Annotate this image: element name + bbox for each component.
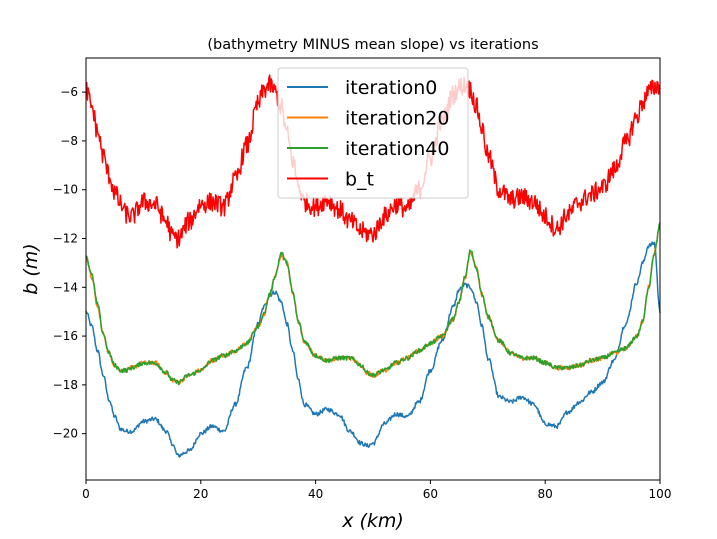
series-line-iteration0 xyxy=(85,241,661,458)
y-tick-label: −18 xyxy=(53,378,78,392)
x-tick-label: 40 xyxy=(308,487,323,501)
x-tick-label: 60 xyxy=(423,487,438,501)
x-axis-label: x (km) xyxy=(341,510,404,532)
y-tick-label: −14 xyxy=(53,280,78,294)
y-tick-label: −12 xyxy=(53,232,78,246)
legend-label-b_t: b_t xyxy=(345,169,374,191)
x-tick-label: 80 xyxy=(538,487,553,501)
legend-label-iteration40: iteration40 xyxy=(345,138,449,160)
chart-title: (bathymetry MINUS mean slope) vs iterati… xyxy=(207,37,538,53)
series-line-b_t xyxy=(85,74,661,249)
y-tick-label: −10 xyxy=(53,183,78,197)
y-axis-label: b (m) xyxy=(20,243,42,294)
y-tick-label: −20 xyxy=(53,427,78,441)
y-tick-label: −6 xyxy=(60,85,78,99)
legend-label-iteration0: iteration0 xyxy=(345,77,437,99)
y-tick-label: −16 xyxy=(53,329,78,343)
y-tick-label: −8 xyxy=(60,134,78,148)
x-tick-label: 0 xyxy=(82,487,90,501)
series-group xyxy=(85,74,661,458)
x-tick-label: 100 xyxy=(649,487,672,501)
legend-label-iteration20: iteration20 xyxy=(345,108,449,130)
legend-box xyxy=(277,67,469,199)
ticks-group: 0 20 40 60 80 100 −20 −18 −16 −14 −12 −10 −8 −6 xyxy=(53,85,672,501)
axes-frame xyxy=(85,57,661,481)
series-line-iteration40 xyxy=(85,222,661,386)
legend: iteration0 iteration20 iteration40 b_t xyxy=(277,67,469,199)
x-tick-label: 20 xyxy=(193,487,208,501)
